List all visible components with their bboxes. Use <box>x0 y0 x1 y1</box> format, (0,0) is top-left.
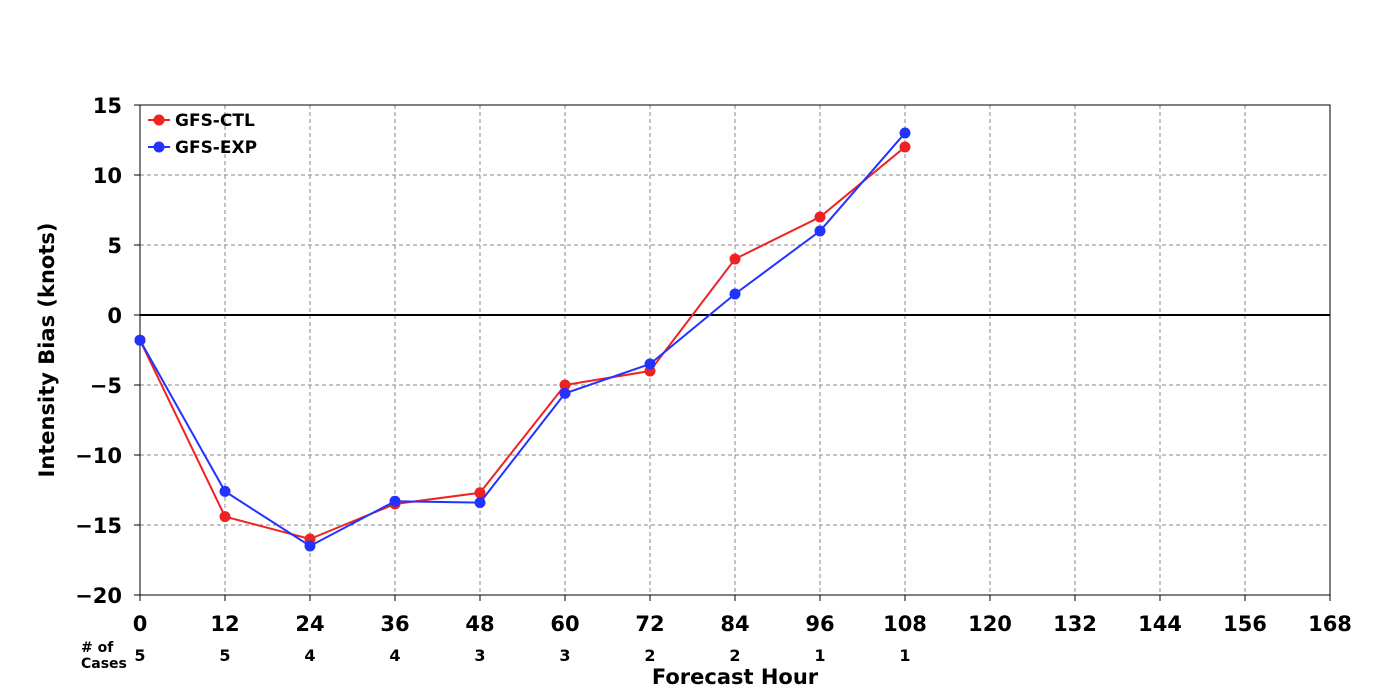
x-tick-label-12: 144 <box>1138 612 1182 636</box>
x-tick-label-5: 60 <box>550 612 579 636</box>
legend: GFS-CTL GFS-EXP <box>148 111 257 158</box>
series-GFS-EXP <box>134 127 911 552</box>
y-tick-label-6: 10 <box>93 164 122 188</box>
data-point-GFS-EXP-12 <box>219 485 231 497</box>
cases-label-line1: # of <box>81 640 114 656</box>
data-point-GFS-EXP-48 <box>474 497 486 509</box>
legend-label-GFS-CTL: GFS-CTL <box>175 111 255 131</box>
data-point-GFS-CTL-108 <box>899 141 911 153</box>
cases-row: # of Cases 5 5 4 4 3 3 2 2 1 1 <box>81 640 911 672</box>
y-tick-label-3: −5 <box>90 374 122 398</box>
x-tick-label-6: 72 <box>635 612 664 636</box>
x-tick-label-1: 12 <box>210 612 239 636</box>
y-tick-label-7: 15 <box>93 94 122 118</box>
data-point-GFS-CTL-12 <box>219 511 231 523</box>
cases-value-9: 1 <box>899 646 910 665</box>
x-tick-label-14: 168 <box>1308 612 1352 636</box>
cases-value-7: 2 <box>729 646 740 665</box>
data-point-GFS-EXP-0 <box>134 334 146 346</box>
x-axis-ticks: 0 12 24 36 48 60 72 84 96 108 120 132 144 156 168 <box>133 595 1352 636</box>
x-tick-label-2: 24 <box>295 612 324 636</box>
x-tick-label-11: 132 <box>1053 612 1097 636</box>
data-point-GFS-CTL-60 <box>559 379 571 391</box>
series-layer <box>134 127 911 552</box>
data-point-GFS-EXP-24 <box>304 540 316 552</box>
cases-value-4: 3 <box>474 646 485 665</box>
series-GFS-CTL <box>134 141 911 545</box>
x-tick-label-3: 36 <box>380 612 409 636</box>
data-point-GFS-CTL-48 <box>474 487 486 499</box>
data-point-GFS-CTL-84 <box>729 253 741 265</box>
x-tick-label-0: 0 <box>133 612 148 636</box>
cases-value-0: 5 <box>134 646 145 665</box>
data-point-GFS-EXP-72 <box>644 358 656 370</box>
y-tick-label-0: −20 <box>75 584 122 608</box>
cases-label-line2: Cases <box>81 656 127 672</box>
cases-value-2: 4 <box>304 646 315 665</box>
x-tick-label-10: 120 <box>968 612 1012 636</box>
data-point-GFS-EXP-84 <box>729 288 741 300</box>
cases-value-8: 1 <box>814 646 825 665</box>
data-point-GFS-EXP-96 <box>814 225 826 237</box>
y-tick-label-5: 5 <box>107 234 122 258</box>
series-line-GFS-EXP <box>139 132 906 548</box>
cases-value-1: 5 <box>219 646 230 665</box>
cases-value-6: 2 <box>644 646 655 665</box>
y-tick-label-4: 0 <box>107 304 122 328</box>
data-point-GFS-EXP-36 <box>389 495 401 507</box>
x-tick-label-7: 84 <box>720 612 749 636</box>
y-tick-label-1: −15 <box>75 514 122 538</box>
data-point-GFS-EXP-60 <box>559 387 571 399</box>
data-point-GFS-CTL-96 <box>814 211 826 223</box>
y-axis-ticks: −20 −15 −10 −5 0 5 10 15 <box>75 94 140 608</box>
legend-label-GFS-EXP: GFS-EXP <box>175 138 257 158</box>
legend-item-GFS-CTL: GFS-CTL <box>148 111 255 131</box>
legend-marker-GFS-EXP <box>153 141 165 153</box>
x-axis-title: Forecast Hour <box>652 665 819 689</box>
x-tick-label-8: 96 <box>805 612 834 636</box>
y-axis-title: Intensity Bias (knots) <box>35 223 59 478</box>
x-tick-label-13: 156 <box>1223 612 1267 636</box>
series-line-GFS-CTL <box>139 146 906 541</box>
x-tick-label-4: 48 <box>465 612 494 636</box>
legend-item-GFS-EXP: GFS-EXP <box>148 138 257 158</box>
data-point-GFS-EXP-108 <box>899 127 911 139</box>
x-tick-label-9: 108 <box>883 612 927 636</box>
legend-marker-GFS-CTL <box>153 114 165 126</box>
y-tick-label-2: −10 <box>75 444 122 468</box>
cases-value-3: 4 <box>389 646 400 665</box>
cases-value-5: 3 <box>559 646 570 665</box>
grid <box>139 104 1331 596</box>
